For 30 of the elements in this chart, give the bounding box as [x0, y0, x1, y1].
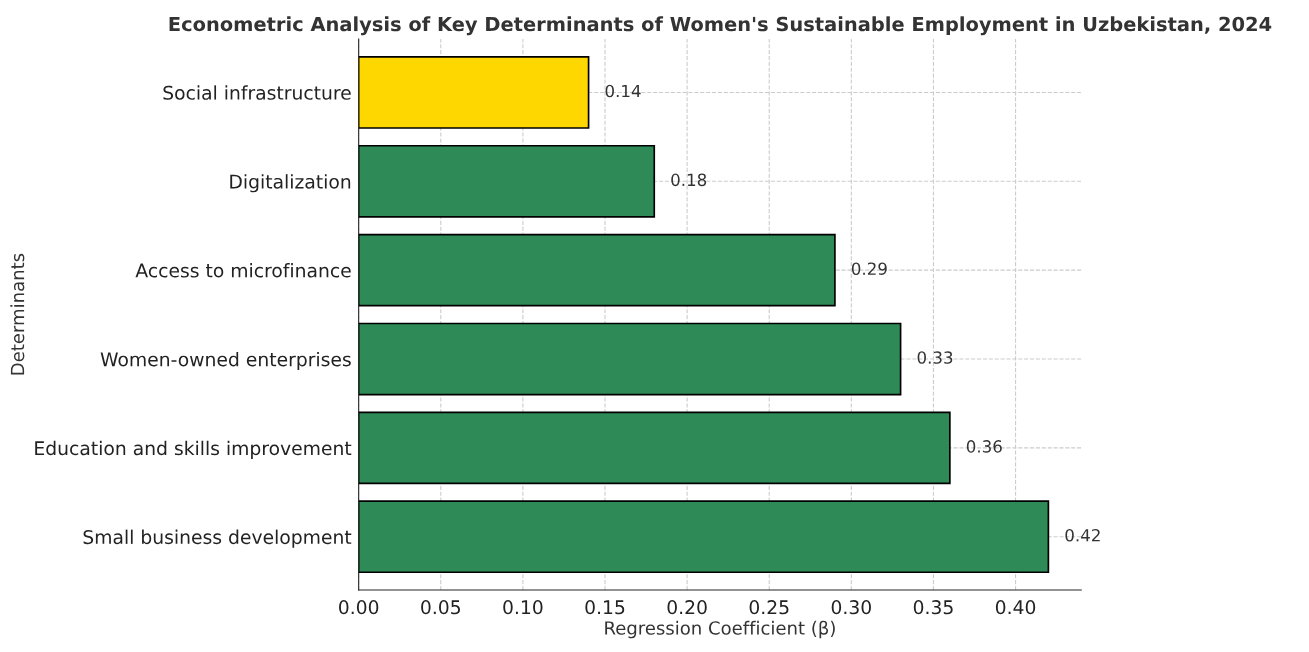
y-tick-label: Women-owned enterprises [100, 351, 351, 371]
data-label: 0.18 [671, 173, 707, 187]
y-tick-label: Social infrastructure [163, 85, 351, 100]
chart-title: Econometric Analysis of Key Determinants of Women's Sustainable Employment in Uzbekistan, 2024 [169, 16, 1272, 36]
x-tick-label: 0.30 [831, 600, 871, 615]
x-tick-label: 0.00 [339, 600, 379, 615]
bar [358, 56, 590, 129]
y-tick-label: Small business development [83, 529, 352, 548]
data-label: 0.29 [851, 262, 887, 275]
y-axis-title: Determinants [10, 253, 25, 375]
data-label: 0.33 [917, 351, 953, 364]
y-tick-label: Access to microfinance [135, 263, 351, 278]
data-label: 0.42 [1065, 528, 1100, 542]
x-tick-label: 0.15 [585, 600, 625, 615]
x-tick-label: 0.40 [995, 600, 1036, 615]
bar [358, 322, 902, 396]
data-label: 0.14 [605, 84, 641, 98]
bar [358, 144, 656, 218]
bar [358, 233, 836, 307]
y-tick-label: Education and skills improvement [35, 440, 352, 459]
data-label: 0.36 [966, 440, 1002, 453]
bar [358, 500, 1050, 574]
x-tick-label: 0.05 [421, 600, 461, 615]
y-tick-label: Digitalization [230, 174, 351, 193]
x-tick-label: 0.25 [749, 600, 789, 615]
x-tick-label: 0.35 [913, 600, 953, 615]
x-tick-label: 0.10 [503, 600, 543, 615]
x-tick-label: 0.20 [667, 600, 707, 615]
x-axis-title: Regression Coefficient (β) [605, 620, 835, 639]
bar [358, 411, 951, 485]
